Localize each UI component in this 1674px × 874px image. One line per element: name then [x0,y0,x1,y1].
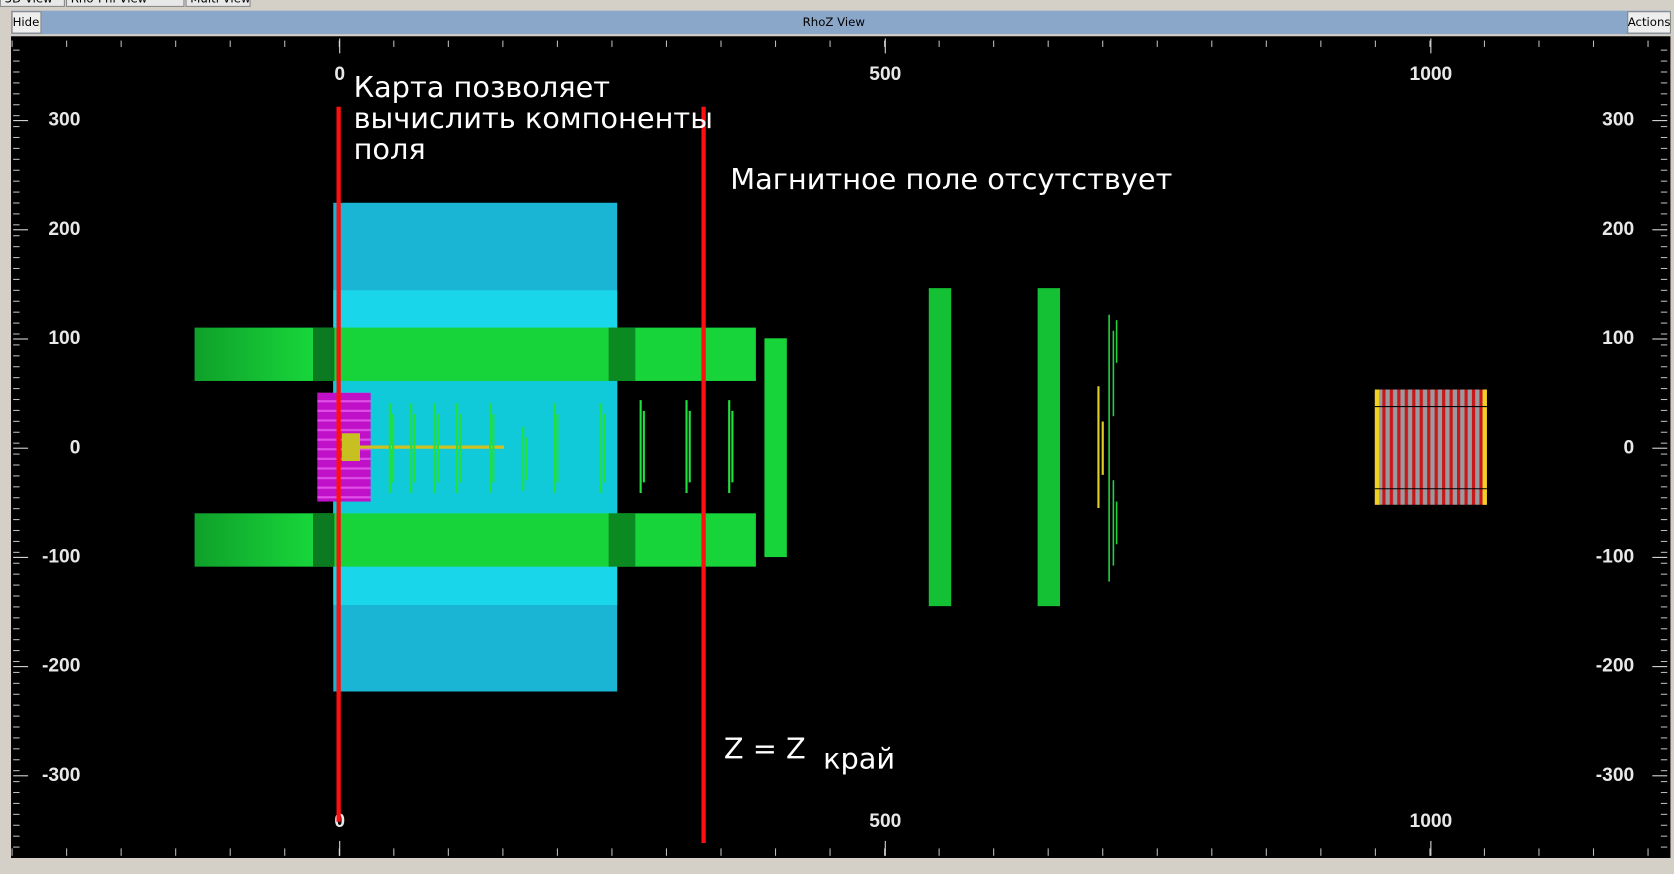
y-tick-label: -200 [42,656,80,677]
upper-bar [194,327,756,381]
muon-layer [928,288,952,607]
y-tick-label: -300 [1596,765,1634,786]
cal-edge [1482,389,1487,505]
x-tick-label: 1000 [1410,64,1453,85]
y-tick-label: -200 [1596,656,1634,677]
lower-bar [194,513,756,567]
station [1097,386,1104,508]
seam [608,327,636,381]
annotation-subscript: край [823,741,895,775]
hide-button[interactable] [11,11,42,34]
y-tick-label: -100 [42,546,80,567]
cal-edge [1374,389,1380,505]
y-tick-label: 0 [70,437,81,458]
y-tick-label: 200 [48,219,80,240]
y-tick-label: 300 [1602,110,1634,131]
seam [608,513,636,567]
y-tick-label: 100 [48,328,80,349]
actions-label[interactable]: Actions [1628,15,1671,29]
tab[interactable] [185,0,251,7]
tab-label[interactable]: 3D View [5,0,53,5]
seam [313,327,335,381]
actions-button[interactable] [1627,11,1671,34]
y-tick-label: 300 [48,110,80,131]
endcap [764,338,787,558]
annotation: Z = Z [724,732,806,766]
annotation: вычислить компоненты [354,101,713,135]
x-tick-label: 0 [334,64,345,85]
y-tick-label: -100 [1596,546,1634,567]
view-title: RhoZ View [803,15,866,29]
seam [313,513,335,567]
x-tick-label: 1000 [1410,811,1453,832]
toolbar [11,10,1671,35]
y-tick-label: 100 [1602,328,1634,349]
tab-bar [0,0,1674,9]
annotation: поля [354,132,426,166]
station-wires [1108,314,1118,582]
y-tick-label: 0 [1623,437,1634,458]
x-tick-label: 500 [869,811,901,832]
x-tick-label: 500 [869,64,901,85]
annotation: Карта позволяет [354,70,611,104]
muon-layer [1037,288,1061,607]
status-bar [0,860,1674,874]
y-tick-label: -300 [42,765,80,786]
tab[interactable] [65,0,185,7]
calorimeter [1374,389,1487,505]
hide-label[interactable]: Hide [13,15,40,29]
tab-label[interactable]: Rho-Phi View [71,0,148,5]
tab-label[interactable]: Multi View [190,0,251,5]
tab[interactable] [0,0,65,7]
y-tick-label: 200 [1602,219,1634,240]
target [341,433,360,462]
annotation: Магнитное поле отсутствует [730,162,1172,196]
